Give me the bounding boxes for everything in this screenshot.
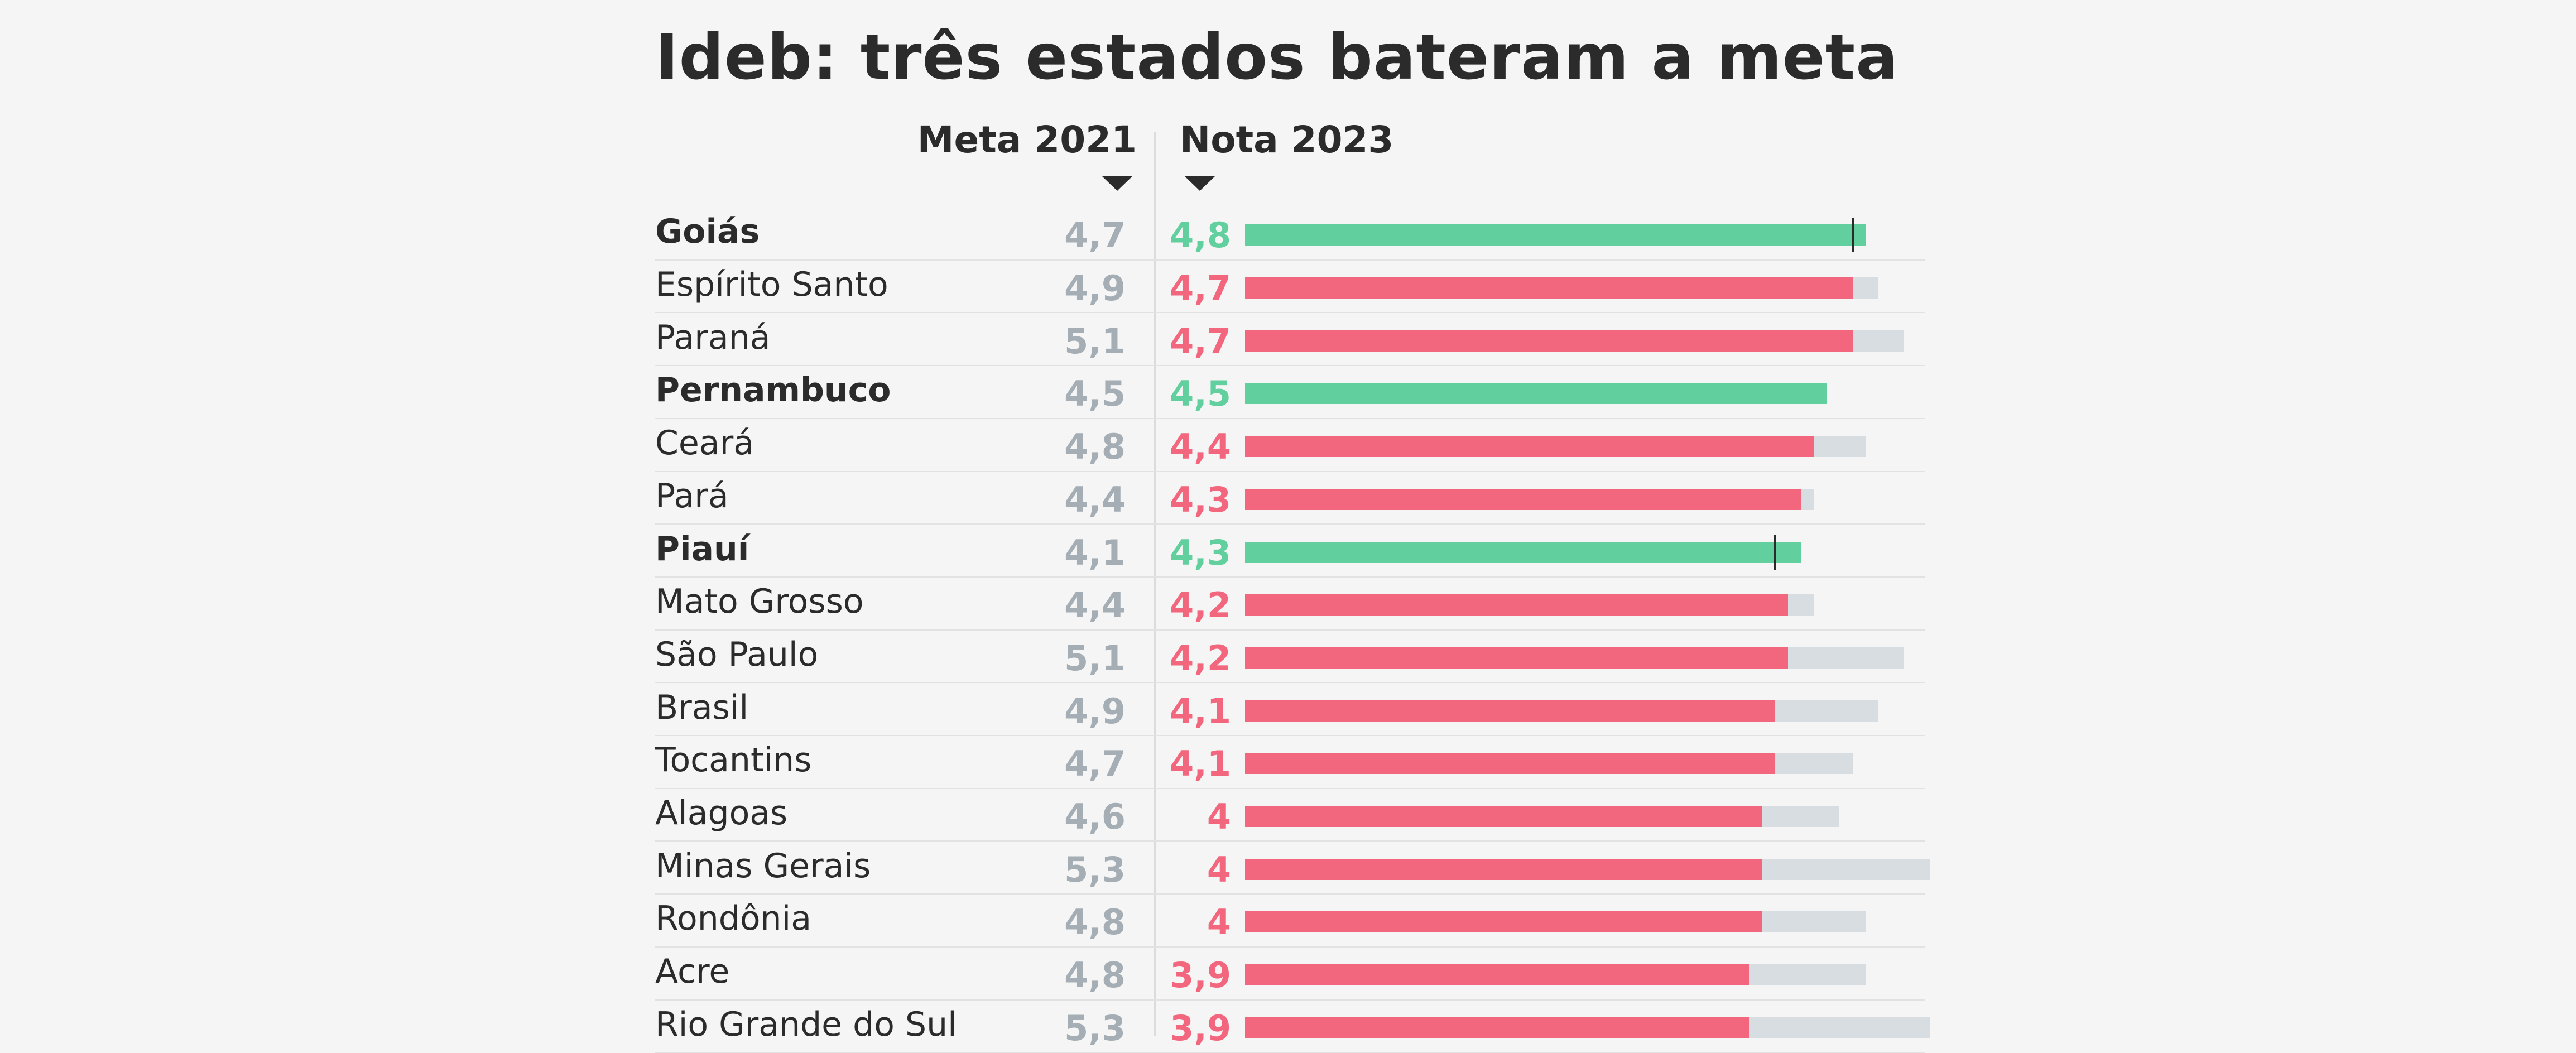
row-divider [655,629,1925,631]
row-divider [655,946,1925,948]
meta-value: 4,1 [1064,532,1126,573]
nota-bar [1245,541,1801,563]
row-label: São Paulo [655,634,819,674]
column-divider [1154,132,1156,1036]
nota-bar [1245,806,1762,828]
sort-arrow-meta-icon [1102,176,1132,191]
nota-value: 4,2 [1170,637,1231,679]
meta-value: 4,7 [1064,743,1126,785]
row-divider [655,735,1925,736]
row-label: Rio Grande do Sul [655,1004,957,1044]
row-divider [655,417,1925,419]
row-label: Tocantins [655,741,812,780]
row-label: Rondônia [655,899,811,939]
nota-value: 4 [1207,849,1231,890]
row-divider [655,893,1925,895]
meta-value: 5,3 [1064,849,1126,890]
nota-bar [1245,594,1788,616]
row-divider [655,840,1925,842]
nota-value: 4,1 [1170,690,1231,732]
row-label: Paraná [655,318,771,357]
row-label: Ceará [655,424,754,463]
row-divider [655,682,1925,684]
row-label: Brasil [655,687,749,727]
meta-value: 4,8 [1064,426,1126,468]
row-label: Pernambuco [655,371,891,410]
nota-bar [1245,330,1853,352]
nota-value: 4,4 [1170,426,1231,468]
meta-value: 4,7 [1064,215,1126,256]
nota-bar [1245,753,1775,775]
meta-value: 4,8 [1064,902,1126,943]
chart-rows: Goiás 4,7 4,8 Espírito Santo 4,9 4,7 Paraná 5,1… [655,212,1930,1053]
nota-value: 4,2 [1170,585,1231,626]
nota-bar [1245,647,1788,669]
meta-value: 4,4 [1064,585,1126,626]
nota-value: 4,3 [1170,532,1231,573]
row-label: Goiás [655,212,760,252]
meta-value: 4,5 [1064,373,1126,415]
nota-bar [1245,964,1750,986]
meta-value: 5,1 [1064,637,1126,679]
meta-value: 5,1 [1064,320,1126,362]
row-label: Minas Gerais [655,846,871,886]
nota-bar [1245,858,1762,880]
nota-bar [1245,488,1801,510]
nota-value: 3,9 [1170,955,1231,996]
meta-value: 4,8 [1064,955,1126,996]
row-divider [655,576,1925,578]
header-nota-2023: Nota 2023 [1180,118,1394,161]
meta-marker [1774,535,1776,570]
meta-value: 4,6 [1064,796,1126,838]
row-divider [655,365,1925,367]
nota-value: 4,5 [1170,373,1231,415]
nota-value: 4,1 [1170,743,1231,785]
nota-value: 4,7 [1170,268,1231,309]
row-label: Acre [655,952,730,992]
row-label: Espírito Santo [655,265,888,305]
row-divider [655,312,1925,314]
row-divider [655,523,1925,525]
nota-value: 3,9 [1170,1007,1231,1049]
meta-value: 4,9 [1064,268,1126,309]
row-label: Piauí [655,529,749,569]
sort-arrow-nota-icon [1185,176,1215,191]
nota-bar [1245,436,1814,458]
nota-bar [1245,1017,1750,1038]
nota-value: 4 [1207,902,1231,943]
meta-value: 4,9 [1064,690,1126,732]
row-divider [655,999,1925,1001]
row-divider [655,259,1925,261]
header-meta-2021: Meta 2021 [917,118,1137,161]
nota-value: 4,3 [1170,479,1231,520]
chart-title: Ideb: três estados bateram a meta [655,21,1899,94]
row-label: Pará [655,476,729,516]
meta-value: 4,4 [1064,479,1126,520]
meta-marker [1851,218,1854,253]
nota-value: 4,8 [1170,215,1231,256]
nota-bar [1245,224,1866,246]
nota-bar [1245,277,1853,299]
meta-value: 5,3 [1064,1007,1126,1049]
nota-value: 4,7 [1170,320,1231,362]
nota-bar [1245,383,1827,405]
row-label: Mato Grosso [655,582,864,622]
row-divider [655,787,1925,789]
nota-bar [1245,700,1775,722]
nota-bar [1245,911,1762,933]
row-divider [655,470,1925,472]
row-label: Alagoas [655,794,788,833]
nota-value: 4 [1207,796,1231,838]
